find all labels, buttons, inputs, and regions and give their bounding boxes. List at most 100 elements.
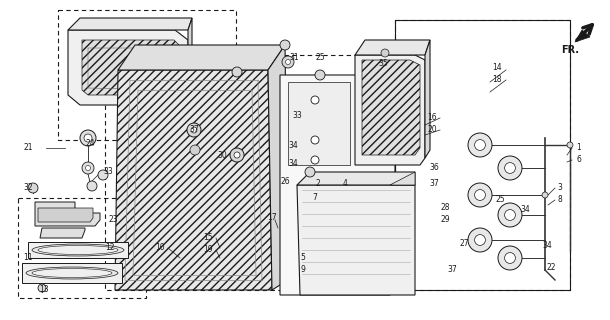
Text: 34: 34 [288, 140, 298, 149]
Text: 27: 27 [459, 238, 469, 247]
Text: 9: 9 [301, 266, 306, 275]
Circle shape [475, 140, 486, 150]
Circle shape [190, 145, 200, 155]
Text: 35: 35 [378, 59, 388, 68]
Circle shape [82, 162, 94, 174]
Circle shape [468, 183, 492, 207]
Polygon shape [38, 208, 93, 222]
Circle shape [498, 203, 522, 227]
Circle shape [311, 136, 319, 144]
Circle shape [567, 142, 573, 148]
Text: 1: 1 [576, 143, 581, 153]
Bar [395, 20, 570, 290]
Text: 31: 31 [289, 53, 299, 62]
Circle shape [468, 133, 492, 157]
Text: 19: 19 [203, 245, 213, 254]
Circle shape [498, 156, 522, 180]
Circle shape [98, 170, 108, 180]
Text: 7: 7 [312, 194, 317, 203]
Text: 33: 33 [292, 110, 302, 119]
Bar [105, 55, 395, 290]
Circle shape [230, 148, 244, 162]
Polygon shape [82, 40, 182, 95]
Circle shape [85, 165, 90, 171]
Polygon shape [35, 202, 100, 226]
Circle shape [504, 210, 515, 220]
Polygon shape [288, 82, 350, 165]
Text: 23: 23 [108, 215, 118, 225]
Text: 29: 29 [440, 215, 450, 225]
Circle shape [280, 40, 290, 50]
Bar [395, 20, 570, 290]
Polygon shape [40, 228, 85, 238]
Polygon shape [22, 263, 122, 283]
Ellipse shape [26, 267, 118, 279]
Polygon shape [390, 172, 415, 185]
Polygon shape [28, 242, 128, 258]
Circle shape [282, 56, 294, 68]
Polygon shape [115, 70, 272, 290]
Circle shape [311, 96, 319, 104]
Text: 11: 11 [23, 253, 33, 262]
Bar [18, 198, 146, 298]
Circle shape [38, 284, 46, 292]
Text: 18: 18 [492, 76, 502, 84]
Text: 28: 28 [440, 204, 450, 212]
Text: 2: 2 [315, 179, 320, 188]
Text: 4: 4 [343, 179, 348, 188]
Circle shape [504, 163, 515, 173]
Circle shape [87, 181, 97, 191]
Polygon shape [118, 45, 285, 70]
Text: 20: 20 [427, 125, 437, 134]
Circle shape [28, 183, 38, 193]
Text: 37: 37 [429, 179, 439, 188]
Polygon shape [188, 18, 192, 105]
Text: 36: 36 [429, 164, 439, 172]
Circle shape [305, 167, 315, 177]
Circle shape [498, 246, 522, 270]
Text: FR.: FR. [561, 45, 579, 55]
Text: 24: 24 [85, 139, 95, 148]
Circle shape [187, 123, 201, 137]
Text: 10: 10 [155, 244, 165, 252]
Text: 34: 34 [288, 158, 298, 167]
Text: 13: 13 [39, 285, 49, 294]
Ellipse shape [32, 244, 124, 256]
Text: 6: 6 [576, 156, 581, 164]
Circle shape [285, 60, 290, 65]
Polygon shape [297, 172, 415, 185]
Bar [58, 10, 236, 140]
Circle shape [381, 49, 389, 57]
Text: 8: 8 [558, 196, 562, 204]
Polygon shape [355, 40, 430, 55]
Circle shape [504, 252, 515, 263]
Text: 34: 34 [520, 205, 530, 214]
Circle shape [84, 134, 92, 142]
Text: 32: 32 [23, 183, 33, 193]
Polygon shape [355, 55, 425, 165]
Text: 21: 21 [23, 143, 33, 153]
Polygon shape [68, 30, 188, 105]
Circle shape [311, 156, 319, 164]
Text: 25: 25 [315, 53, 325, 62]
Polygon shape [280, 75, 395, 295]
Polygon shape [68, 18, 192, 30]
Text: 5: 5 [301, 253, 306, 262]
Ellipse shape [32, 268, 112, 277]
Text: 37: 37 [189, 125, 199, 134]
Text: 14: 14 [492, 63, 502, 73]
Text: 3: 3 [558, 183, 562, 193]
Polygon shape [362, 60, 420, 155]
Text: 37: 37 [447, 266, 457, 275]
Text: 34: 34 [542, 241, 552, 250]
Text: 12: 12 [106, 244, 115, 252]
Circle shape [191, 127, 197, 133]
Circle shape [80, 130, 96, 146]
Polygon shape [268, 45, 288, 290]
Circle shape [315, 70, 325, 80]
Circle shape [542, 192, 548, 198]
Text: 15: 15 [203, 234, 213, 243]
Ellipse shape [38, 245, 118, 254]
Circle shape [475, 235, 486, 245]
Circle shape [234, 152, 240, 158]
